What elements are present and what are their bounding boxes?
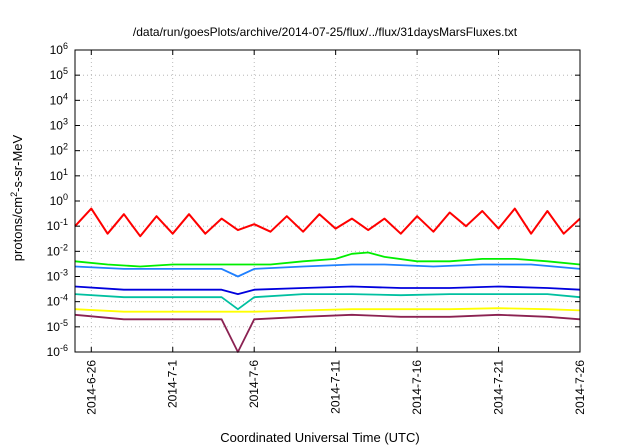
series-group bbox=[74, 207, 581, 353]
y-tick-base: 10 bbox=[47, 244, 61, 258]
y-tick-base: 10 bbox=[50, 194, 64, 208]
series-line-4 bbox=[74, 285, 581, 296]
series-line-1 bbox=[74, 207, 581, 238]
y-tick-exponent: -6 bbox=[60, 343, 68, 353]
y-tick-label: 10-2 bbox=[47, 242, 68, 258]
y-tick-exponent: 5 bbox=[63, 66, 68, 76]
x-tick-label: 2014-7-6 bbox=[247, 360, 261, 408]
y-axis: 10-610-510-410-310-210-11001011021031041… bbox=[47, 41, 580, 359]
x-tick-label: 2014-7-1 bbox=[166, 360, 180, 408]
x-tick-label: 2014-6-26 bbox=[84, 360, 98, 415]
y-tick-exponent: 3 bbox=[63, 117, 68, 127]
y-tick-label: 10-3 bbox=[47, 268, 68, 284]
y-tick-label: 102 bbox=[50, 142, 68, 158]
x-axis-label: Coordinated Universal Time (UTC) bbox=[220, 430, 419, 445]
y-axis-label: protons/cm2-s-sr-MeV bbox=[9, 134, 25, 261]
y-tick-label: 105 bbox=[50, 66, 68, 82]
y-tick-exponent: -2 bbox=[60, 242, 68, 252]
series-line-3 bbox=[74, 263, 581, 278]
y-tick-exponent: 2 bbox=[63, 142, 68, 152]
y-tick-label: 10-5 bbox=[47, 318, 68, 334]
y-axis-label-sup: 2 bbox=[9, 192, 19, 197]
y-tick-exponent: -1 bbox=[60, 217, 68, 227]
chart-title: /data/run/goesPlots/archive/2014-07-25/f… bbox=[133, 25, 518, 39]
y-tick-label: 103 bbox=[50, 117, 68, 133]
y-tick-base: 10 bbox=[50, 119, 64, 133]
y-tick-label: 106 bbox=[50, 41, 68, 57]
series-line-6 bbox=[74, 307, 581, 313]
y-tick-base: 10 bbox=[47, 295, 61, 309]
series-line-5 bbox=[74, 293, 581, 311]
y-tick-base: 10 bbox=[47, 219, 61, 233]
y-tick-label: 10-4 bbox=[47, 293, 68, 309]
y-tick-exponent: 4 bbox=[63, 91, 68, 101]
y-tick-exponent: 1 bbox=[63, 167, 68, 177]
y-tick-base: 10 bbox=[50, 144, 64, 158]
y-tick-base: 10 bbox=[50, 68, 64, 82]
y-tick-base: 10 bbox=[50, 169, 64, 183]
y-tick-exponent: -4 bbox=[60, 293, 68, 303]
y-tick-base: 10 bbox=[50, 93, 64, 107]
x-axis: 2014-6-26 2014-7-1 2014-7-6 2014-7-11 2014-7… bbox=[84, 50, 587, 415]
y-tick-exponent: 6 bbox=[63, 41, 68, 51]
y-tick-base: 10 bbox=[47, 320, 61, 334]
grid bbox=[75, 50, 581, 352]
y-tick-label: 100 bbox=[50, 192, 68, 208]
x-tick-label: 2014-7-26 bbox=[573, 360, 587, 415]
y-axis-label-suffix: -s-sr-MeV bbox=[10, 134, 25, 191]
y-tick-label: 10-1 bbox=[47, 217, 68, 233]
y-axis-label-prefix: protons/cm bbox=[10, 197, 25, 261]
y-tick-base: 10 bbox=[50, 43, 64, 57]
y-tick-exponent: -3 bbox=[60, 268, 68, 278]
y-tick-label: 101 bbox=[50, 167, 68, 183]
y-tick-exponent: -5 bbox=[60, 318, 68, 328]
x-tick-label: 2014-7-16 bbox=[410, 360, 424, 415]
x-tick-label: 2014-7-11 bbox=[329, 360, 343, 414]
y-tick-base: 10 bbox=[47, 345, 61, 359]
series-line-7 bbox=[74, 313, 581, 353]
y-tick-label: 10-6 bbox=[47, 343, 68, 359]
y-tick-label: 104 bbox=[50, 91, 68, 107]
series-line-2 bbox=[74, 251, 581, 268]
y-tick-exponent: 0 bbox=[63, 192, 68, 202]
y-tick-base: 10 bbox=[47, 270, 61, 284]
x-tick-label: 2014-7-21 bbox=[492, 360, 506, 415]
